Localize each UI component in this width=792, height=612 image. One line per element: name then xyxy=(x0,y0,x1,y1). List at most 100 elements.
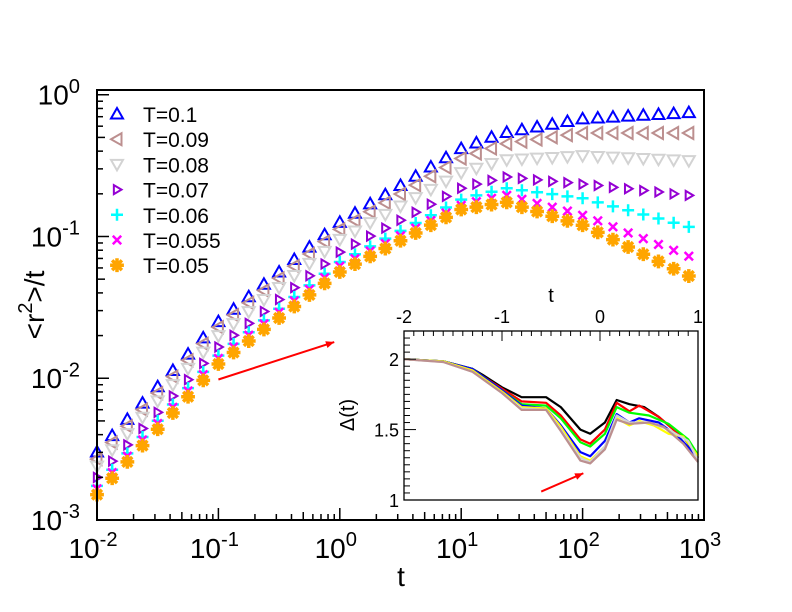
inset-x-tick-label: -2 xyxy=(396,307,412,327)
inset-y-tick-label: 1.5 xyxy=(374,421,399,441)
data-point-center xyxy=(640,250,647,258)
data-point xyxy=(639,184,650,197)
data-point xyxy=(635,152,652,167)
legend: T=0.1T=0.09T=0.08 T=0.07T=0.06T=0.055T=0.… xyxy=(108,104,221,278)
legend-label: T=0.09 xyxy=(143,129,209,152)
y-tick-label: 10-2 xyxy=(31,359,80,394)
data-point xyxy=(255,282,270,299)
data-point xyxy=(590,110,606,124)
data-point xyxy=(576,192,589,205)
data-point xyxy=(453,167,469,181)
data-point xyxy=(392,200,409,215)
data-point xyxy=(108,454,119,468)
x-axis: 10-2 10-1 100 101 102 103 xyxy=(68,508,721,564)
data-point-center xyxy=(533,208,541,215)
data-point xyxy=(305,269,316,283)
data-point xyxy=(214,340,225,354)
arrow-head xyxy=(325,341,335,348)
data-point xyxy=(165,362,181,376)
data-point xyxy=(499,124,515,138)
data-point xyxy=(119,428,136,442)
data-point xyxy=(290,281,301,294)
y-tick-label: 100 xyxy=(38,76,80,111)
data-point xyxy=(438,159,452,176)
inset-x-tick-label: 1 xyxy=(693,307,703,327)
data-point-center xyxy=(488,201,495,208)
data-point xyxy=(362,203,376,220)
data-point xyxy=(665,154,682,168)
data-point-center xyxy=(290,303,298,310)
data-point-center xyxy=(670,265,677,273)
data-point xyxy=(546,188,559,201)
data-point xyxy=(366,229,377,243)
data-point-center xyxy=(139,442,146,449)
data-point xyxy=(638,233,649,244)
data-point-center xyxy=(397,237,404,245)
data-point xyxy=(453,140,469,155)
data-point xyxy=(271,270,285,287)
data-point xyxy=(316,245,333,260)
data-point xyxy=(605,151,621,166)
data-point-center xyxy=(366,253,374,260)
data-point xyxy=(547,202,558,213)
data-point xyxy=(377,195,391,211)
data-point xyxy=(593,179,605,192)
data-point xyxy=(225,318,242,332)
inset-y-axis: 11.52 xyxy=(374,330,416,511)
data-point xyxy=(422,168,437,184)
data-point xyxy=(683,251,694,262)
data-point-center xyxy=(427,221,435,229)
data-point-center xyxy=(199,377,207,384)
data-point-center xyxy=(154,425,161,433)
data-point xyxy=(149,378,166,393)
inset-y-axis-label: Δ(t) xyxy=(337,399,359,431)
data-point xyxy=(607,221,619,232)
inset-y-tick-label: 2 xyxy=(389,350,399,370)
data-point xyxy=(681,104,697,119)
data-point xyxy=(532,173,544,187)
data-point xyxy=(346,212,361,229)
data-point xyxy=(623,227,634,238)
data-point xyxy=(468,134,485,149)
data-point xyxy=(544,151,560,166)
data-point xyxy=(622,204,635,217)
data-point xyxy=(396,213,407,227)
legend-label: T=0.08 xyxy=(143,154,209,177)
data-point-center xyxy=(215,360,222,368)
y-tick-label: 10-3 xyxy=(31,501,80,536)
data-point xyxy=(335,245,347,259)
inset-plot: -2 -1 0 111.52 xyxy=(374,307,703,511)
inset-annotation-arrow xyxy=(540,472,584,493)
data-point xyxy=(667,216,680,229)
data-point xyxy=(286,258,300,274)
legend-item: T=0.06 xyxy=(111,205,209,228)
data-point xyxy=(316,233,331,250)
data-point xyxy=(650,106,667,120)
data-point xyxy=(682,220,695,233)
data-point xyxy=(531,186,544,199)
legend-marker xyxy=(111,208,123,221)
data-point xyxy=(680,125,695,141)
data-point-center xyxy=(321,280,328,287)
data-point xyxy=(684,189,696,202)
data-point xyxy=(681,155,697,169)
data-point-center xyxy=(473,203,480,211)
legend-item: T=0.1 xyxy=(109,104,197,127)
legend-marker xyxy=(109,158,125,173)
data-point xyxy=(457,181,468,195)
inset-line-rosy-brown xyxy=(403,358,699,465)
inset-x-axis: -2 -1 0 1 xyxy=(396,307,703,341)
data-point xyxy=(559,113,576,128)
data-point xyxy=(240,295,255,311)
x-tick-label: 103 xyxy=(679,529,721,564)
x-tick-label: 101 xyxy=(436,529,478,564)
data-point xyxy=(604,125,619,141)
data-point xyxy=(453,150,467,167)
x-tick-label: 10-1 xyxy=(190,529,239,564)
data-point xyxy=(199,357,210,370)
data-point xyxy=(665,125,680,141)
legend-item: T=0.05 xyxy=(110,255,209,278)
legend-label: T=0.06 xyxy=(143,205,209,228)
data-point xyxy=(562,206,573,217)
